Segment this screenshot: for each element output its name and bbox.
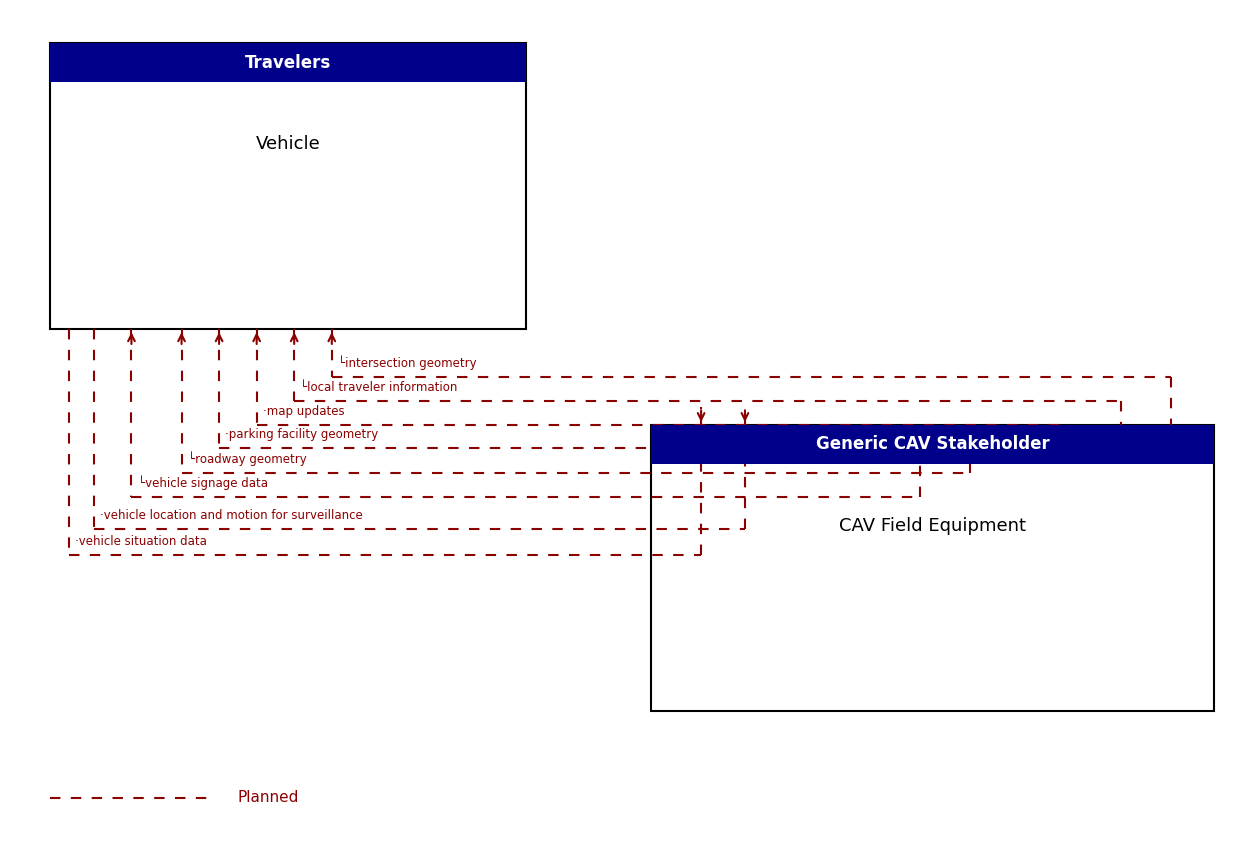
Text: └vehicle signage data: └vehicle signage data	[138, 475, 268, 490]
Text: Planned: Planned	[238, 790, 299, 805]
Text: Vehicle: Vehicle	[255, 135, 321, 153]
FancyBboxPatch shape	[651, 425, 1214, 464]
Text: └intersection geometry: └intersection geometry	[338, 355, 477, 370]
Text: Travelers: Travelers	[245, 54, 331, 72]
Text: └roadway geometry: └roadway geometry	[188, 451, 307, 466]
FancyBboxPatch shape	[651, 425, 1214, 711]
Text: ·vehicle situation data: ·vehicle situation data	[75, 535, 207, 548]
Text: ·map updates: ·map updates	[263, 405, 344, 418]
Text: ·parking facility geometry: ·parking facility geometry	[225, 428, 378, 441]
Text: CAV Field Equipment: CAV Field Equipment	[839, 517, 1027, 535]
FancyBboxPatch shape	[50, 43, 526, 329]
Text: └local traveler information: └local traveler information	[300, 381, 458, 394]
Text: Generic CAV Stakeholder: Generic CAV Stakeholder	[816, 435, 1049, 453]
FancyBboxPatch shape	[50, 43, 526, 82]
Text: ·vehicle location and motion for surveillance: ·vehicle location and motion for surveil…	[100, 509, 363, 522]
